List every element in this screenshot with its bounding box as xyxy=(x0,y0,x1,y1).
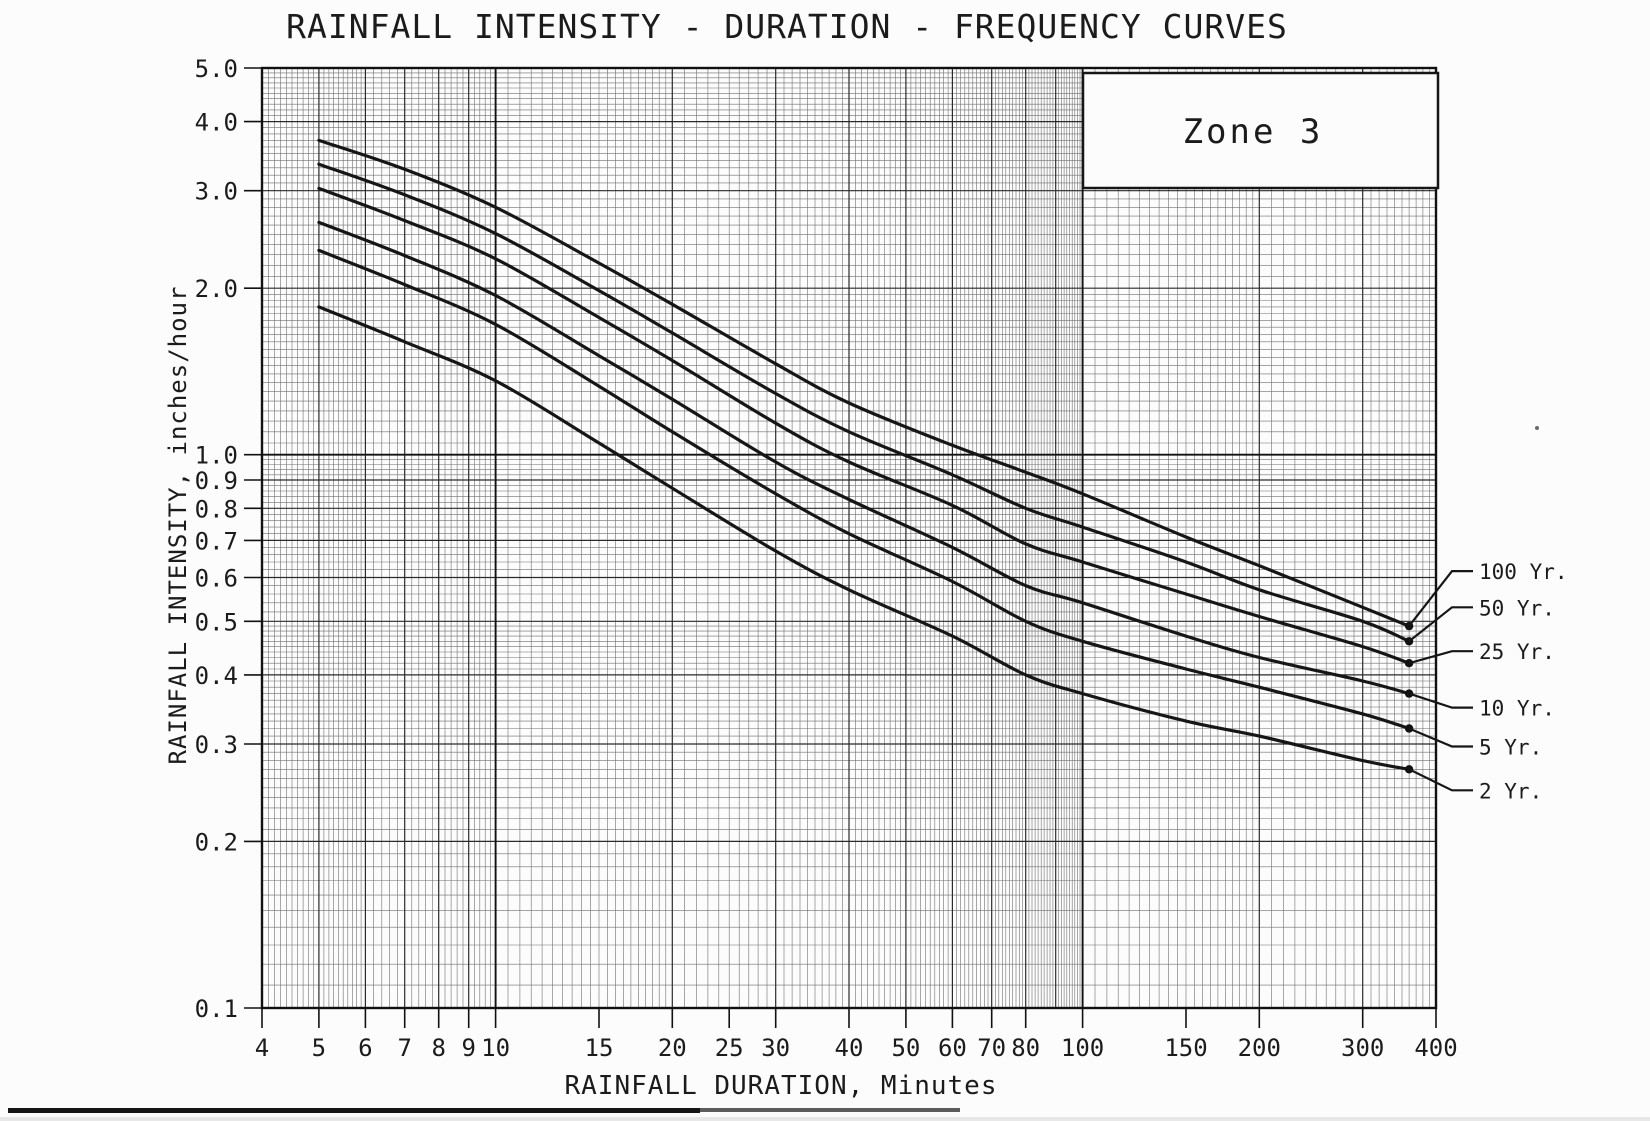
y-tick-label: 0.4 xyxy=(195,662,238,690)
x-tick-label: 5 xyxy=(312,1034,326,1062)
legend-leader-line xyxy=(1408,650,1473,665)
curve-100-yr xyxy=(317,138,1411,628)
y-tick-label: 0.5 xyxy=(195,608,238,636)
x-tick-label: 300 xyxy=(1341,1034,1384,1062)
grid xyxy=(262,68,1436,1008)
y-tick-label: 0.6 xyxy=(195,565,238,593)
curve-5-yr xyxy=(317,248,1411,731)
x-tick-label: 400 xyxy=(1414,1034,1457,1062)
x-tick-label: 50 xyxy=(891,1034,920,1062)
x-tick-label: 15 xyxy=(585,1034,614,1062)
x-tick-label: 9 xyxy=(461,1034,475,1062)
legend-leader-line xyxy=(1408,606,1473,643)
scan-speck xyxy=(1535,426,1539,430)
x-tick-label: 60 xyxy=(938,1034,967,1062)
legend-leader-line xyxy=(1408,570,1473,627)
x-tick-label: 25 xyxy=(715,1034,744,1062)
zone-label: Zone 3 xyxy=(1183,112,1324,152)
x-axis-title: RAINFALL DURATION, Minutes xyxy=(565,1071,998,1101)
x-tick-label: 6 xyxy=(358,1034,372,1062)
y-tick-label: 0.1 xyxy=(195,995,238,1023)
legend-label-100-yr: 100 Yr. xyxy=(1479,560,1568,584)
legend-label-50-yr: 50 Yr. xyxy=(1479,596,1555,620)
y-tick-label: 4.0 xyxy=(195,109,238,137)
y-tick-label: 2.0 xyxy=(195,275,238,303)
x-tick-label: 40 xyxy=(835,1034,864,1062)
x-tick-label: 70 xyxy=(977,1034,1006,1062)
y-tick-label: 1.0 xyxy=(195,442,238,470)
x-tick-label: 200 xyxy=(1238,1034,1281,1062)
zone-box: Zone 3 xyxy=(1081,71,1440,190)
y-tick-label: 5.0 xyxy=(195,55,238,83)
x-tick-label: 80 xyxy=(1011,1034,1040,1062)
y-tick-label: 0.2 xyxy=(195,828,238,856)
x-tick-label: 4 xyxy=(255,1034,269,1062)
legend-leader-line xyxy=(1408,768,1473,792)
x-tick-label: 150 xyxy=(1164,1034,1207,1062)
curve-10-yr xyxy=(317,220,1411,696)
legend-leader-line xyxy=(1408,727,1473,748)
legend-label-2-yr: 2 Yr. xyxy=(1479,779,1542,803)
chart-title: RAINFALL INTENSITY - DURATION - FREQUENC… xyxy=(286,7,1288,46)
y-tick-label: 0.9 xyxy=(195,467,238,495)
frequency-curves xyxy=(317,138,1411,771)
axis-ticks: 4 5 6 7 8 9 10 15 20 25 30 40 50 60 70 80 100 150 200 300 40… xyxy=(195,55,1458,1062)
curve-2-yr xyxy=(317,305,1411,771)
y-tick-label: 0.3 xyxy=(195,731,238,759)
y-axis-title: RAINFALL INTENSITY, inches/hour xyxy=(164,286,192,765)
scan-artifact-bar xyxy=(8,1108,960,1113)
x-tick-label: 7 xyxy=(397,1034,411,1062)
x-tick-label: 10 xyxy=(481,1034,510,1062)
x-tick-label: 20 xyxy=(658,1034,687,1062)
legend-label-10-yr: 10 Yr. xyxy=(1479,697,1555,721)
y-tick-label: 0.7 xyxy=(195,527,238,555)
curve-50-yr xyxy=(317,162,1411,643)
y-tick-label: 0.8 xyxy=(195,495,238,523)
x-tick-label: 100 xyxy=(1061,1034,1104,1062)
y-tick-label: 3.0 xyxy=(195,178,238,206)
legend-label-5-yr: 5 Yr. xyxy=(1479,736,1542,760)
curve-25-yr xyxy=(317,186,1411,665)
legend-leader-line xyxy=(1408,692,1473,709)
x-tick-label: 30 xyxy=(761,1034,790,1062)
legend-label-25-yr: 25 Yr. xyxy=(1479,640,1555,664)
curve-legend: 100 Yr. 50 Yr. 25 Yr. 10 Yr. 5 Yr. 2 Yr. xyxy=(1404,560,1568,803)
x-tick-label: 8 xyxy=(431,1034,445,1062)
